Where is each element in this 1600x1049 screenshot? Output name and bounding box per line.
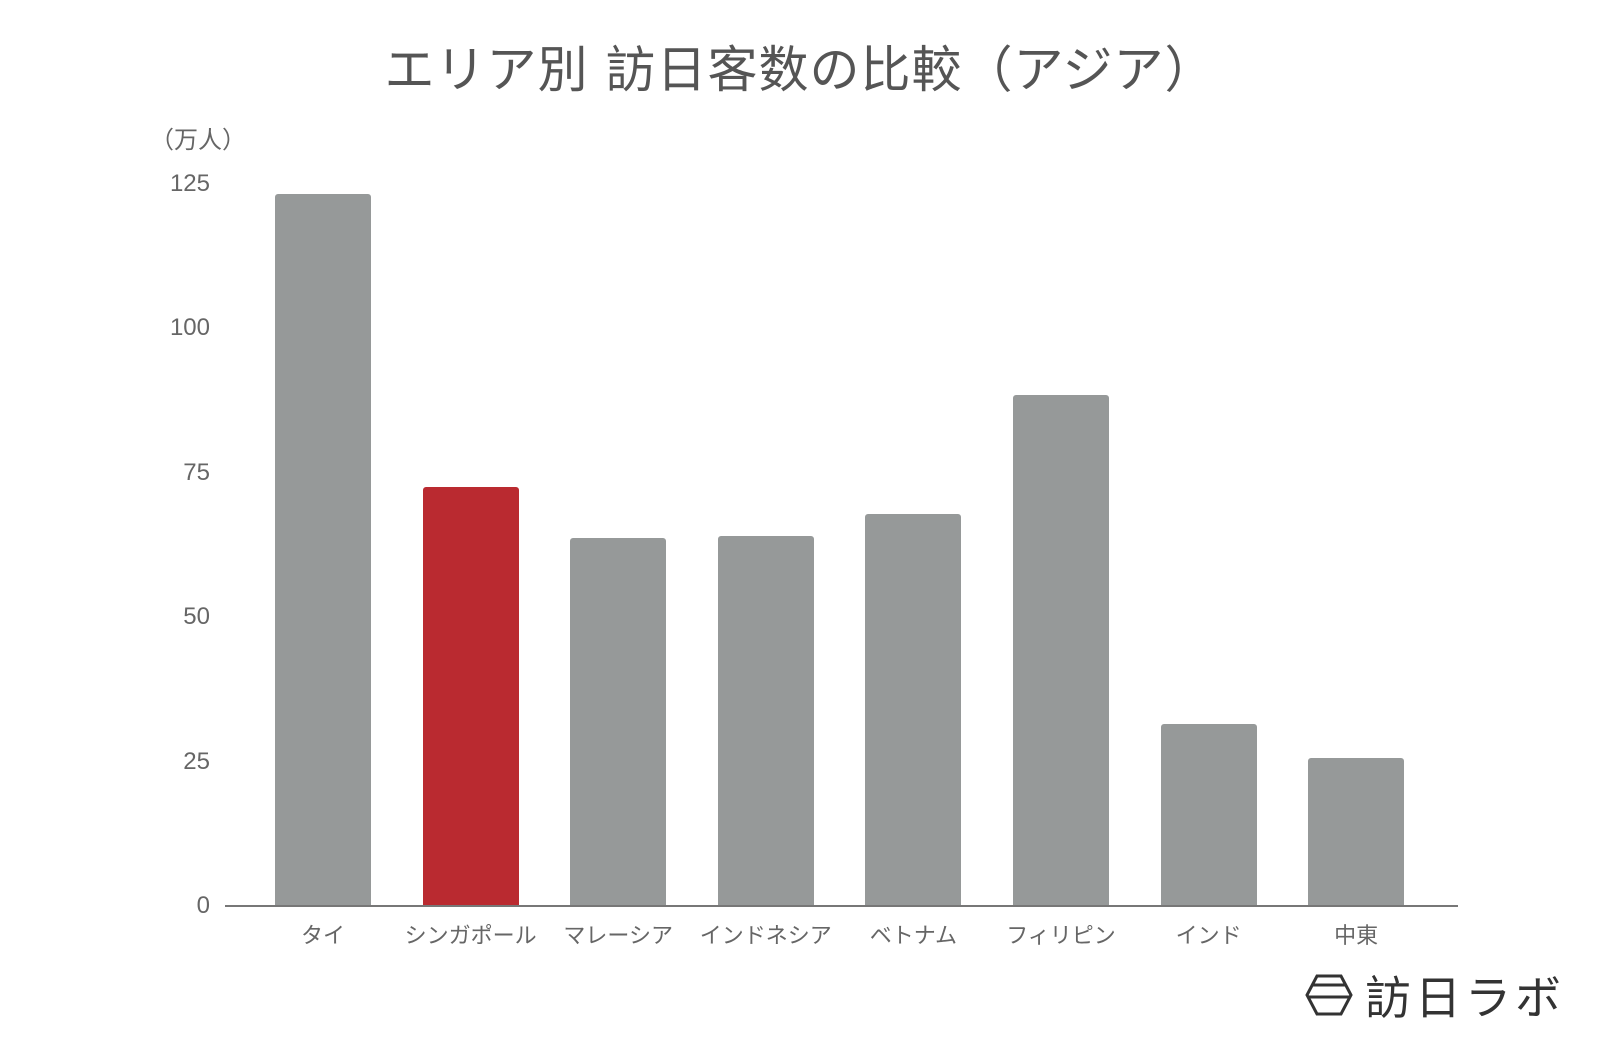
- x-tick-label: シンガポール: [404, 924, 537, 949]
- x-tick-label: マレーシア: [563, 924, 673, 949]
- bar-6: [1160, 724, 1257, 906]
- bar-0: [275, 193, 371, 906]
- brand-logo: 訪日ラボ: [1305, 962, 1565, 1028]
- x-tick-label: フィリピン: [1006, 924, 1116, 949]
- x-tick-label: タイ: [300, 924, 346, 949]
- x-tick-label: インドネシア: [699, 924, 832, 949]
- bar-4: [865, 513, 962, 906]
- bar-2: [570, 538, 667, 906]
- bar-7: [1308, 758, 1405, 906]
- y-tick-label: 100: [169, 314, 210, 342]
- x-tick-label: インド: [1175, 924, 1242, 949]
- x-tick-label: 中東: [1334, 924, 1379, 949]
- bar-3: [717, 535, 814, 906]
- y-tick-label: 0: [196, 892, 210, 919]
- brand-logo-text: 訪日ラボ: [1365, 971, 1565, 1025]
- y-tick-label: 75: [183, 458, 210, 486]
- y-tick-label: 125: [169, 170, 210, 197]
- y-tick-label: 50: [183, 603, 210, 631]
- bar-5: [1013, 394, 1109, 906]
- x-tick-label: ベトナム: [869, 924, 958, 949]
- x-axis-line: [225, 905, 1458, 907]
- y-axis-unit-label: （万人）: [150, 126, 246, 154]
- chart-title: エリア別 訪日客数の比較（アジア）: [384, 41, 1216, 99]
- hexagon-logo-icon: [1305, 974, 1353, 1016]
- bar-1: [422, 486, 519, 906]
- y-tick-label: 25: [183, 747, 210, 775]
